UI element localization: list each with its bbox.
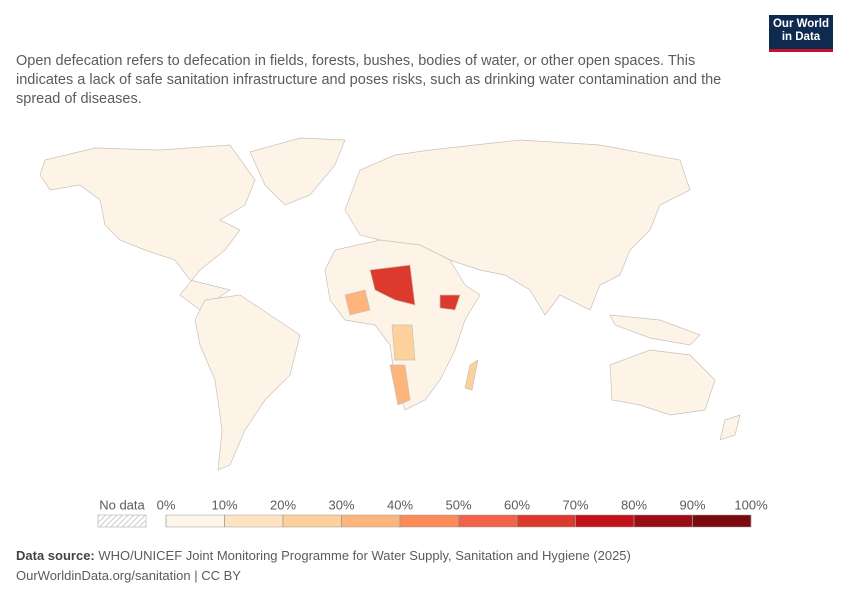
logo[interactable]: Our World in Data <box>769 15 833 52</box>
legend-swatch <box>282 514 342 528</box>
legend-label: 50% <box>445 497 471 512</box>
legend-swatch <box>399 514 459 528</box>
subtitle: Open defecation refers to defecation in … <box>16 53 722 107</box>
legend-swatch <box>341 514 401 528</box>
landmass <box>249 137 346 206</box>
legend-swatch <box>458 514 518 528</box>
legend-swatch <box>165 514 225 528</box>
country <box>391 324 416 361</box>
country <box>389 364 411 406</box>
legend-label: 80% <box>621 497 647 512</box>
legend-label: 20% <box>270 497 296 512</box>
source-line: Data source: WHO/UNICEF Joint Monitoring… <box>16 546 631 566</box>
legend-label: 90% <box>679 497 705 512</box>
url: OurWorldinData.org/sanitation | CC BY <box>16 568 241 583</box>
country <box>464 359 479 391</box>
logo-line: Our World <box>772 18 829 30</box>
legend-label: 30% <box>328 497 354 512</box>
landmass <box>719 414 741 441</box>
landmass <box>39 144 256 311</box>
source-label: Data source: <box>16 548 95 563</box>
world-map <box>39 137 741 471</box>
legend-label: 70% <box>562 497 588 512</box>
legend: No data 0% 10% 20% 30% 40% 50% 60% 70% 80% 90% 100… <box>97 497 768 528</box>
landmass <box>609 314 701 346</box>
landmass <box>609 349 716 416</box>
legend-label: 40% <box>387 497 413 512</box>
country <box>369 264 416 306</box>
legend-swatch <box>692 514 752 528</box>
legend-label: 60% <box>504 497 530 512</box>
footer: Data source: WHO/UNICEF Joint Monitoring… <box>16 546 631 586</box>
legend-swatch <box>224 514 284 528</box>
country <box>344 289 371 316</box>
legend-swatch <box>516 514 576 528</box>
no-data-swatch <box>97 514 147 528</box>
country <box>439 294 461 311</box>
legend-label: 10% <box>211 497 237 512</box>
legend-label: 100% <box>734 497 768 512</box>
no-data-label: No data <box>99 497 145 512</box>
source: WHO/UNICEF Joint Monitoring Programme fo… <box>98 548 631 563</box>
legend-swatch <box>633 514 693 528</box>
landmass <box>194 294 301 471</box>
legend-swatch <box>575 514 635 528</box>
logo-line: in Data <box>781 31 821 43</box>
legend-label: 0% <box>157 497 176 512</box>
